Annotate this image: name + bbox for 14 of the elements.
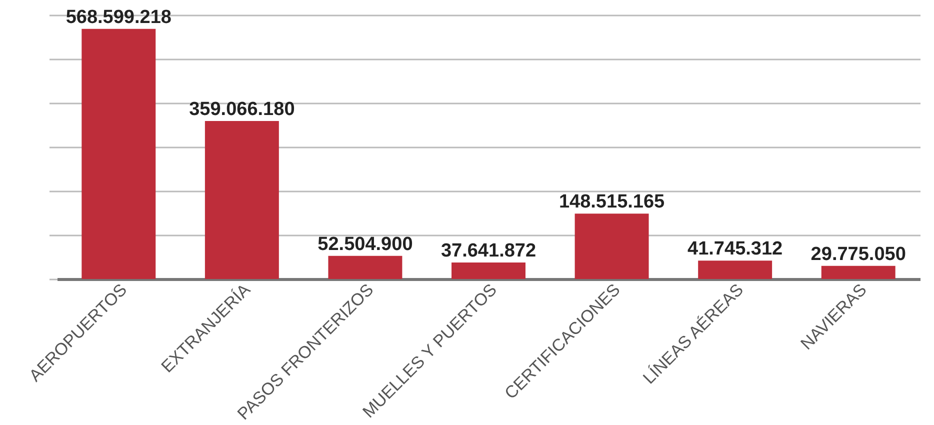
data-label: 37.641.872	[440, 240, 536, 262]
data-label: 29.775.050	[810, 244, 906, 265]
bar	[452, 262, 526, 279]
bar	[698, 260, 772, 279]
bar	[204, 121, 279, 279]
data-label: 41.745.312	[688, 238, 783, 260]
data-label: 52.504.900	[318, 234, 413, 255]
bar	[574, 214, 649, 279]
bar	[821, 266, 896, 279]
data-label: 148.515.165	[558, 192, 666, 213]
data-label: 568.599.218	[66, 6, 172, 28]
data-label: 359.066.180	[189, 99, 295, 120]
bar	[328, 256, 402, 279]
bar	[82, 28, 156, 279]
